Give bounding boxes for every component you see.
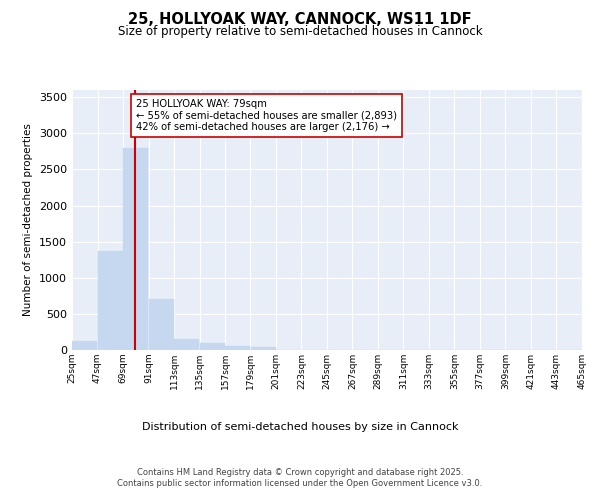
- Bar: [124, 148, 148, 350]
- Bar: [98, 251, 122, 350]
- Text: 25 HOLLYOAK WAY: 79sqm
← 55% of semi-detached houses are smaller (2,893)
42% of : 25 HOLLYOAK WAY: 79sqm ← 55% of semi-det…: [136, 98, 397, 132]
- Bar: [226, 346, 250, 350]
- Text: 25, HOLLYOAK WAY, CANNOCK, WS11 1DF: 25, HOLLYOAK WAY, CANNOCK, WS11 1DF: [128, 12, 472, 28]
- Bar: [175, 339, 199, 350]
- Text: Contains HM Land Registry data © Crown copyright and database right 2025.
Contai: Contains HM Land Registry data © Crown c…: [118, 468, 482, 487]
- Bar: [200, 343, 224, 350]
- Text: Size of property relative to semi-detached houses in Cannock: Size of property relative to semi-detach…: [118, 25, 482, 38]
- Text: Distribution of semi-detached houses by size in Cannock: Distribution of semi-detached houses by …: [142, 422, 458, 432]
- Bar: [73, 340, 97, 350]
- Bar: [251, 348, 275, 350]
- Y-axis label: Number of semi-detached properties: Number of semi-detached properties: [23, 124, 34, 316]
- Bar: [149, 300, 173, 350]
